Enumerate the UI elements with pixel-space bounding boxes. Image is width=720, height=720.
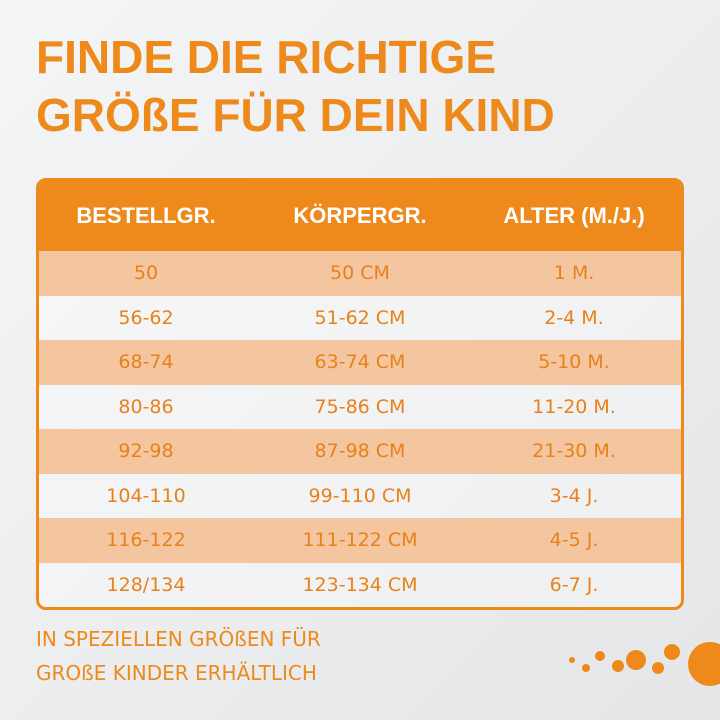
- column-header: BESTELLGR.: [76, 203, 216, 228]
- table-cell: 11-20 M.: [532, 395, 616, 418]
- table-body: 50 50 CM 1 M. 56-62 51-62 CM 2-4 M. 68-74 63-74…: [39, 251, 681, 607]
- size-table: BESTELLGR. KÖRPERGR. ALTER (M./J.) 50 50 CM…: [36, 178, 684, 610]
- table-row: 50 50 CM 1 M.: [39, 251, 681, 296]
- table-cell: 56-62: [118, 306, 174, 329]
- table-row: 116-122 111-122 CM 4-5 J.: [39, 518, 681, 563]
- table-cell: 5-10 M.: [538, 351, 610, 374]
- table-cell: 63-74 CM: [314, 351, 406, 374]
- table-cell: 51-62 CM: [314, 306, 406, 329]
- table-cell: 80-86: [118, 395, 174, 418]
- table-cell: 87-98 CM: [314, 440, 406, 463]
- table-cell: 128/134: [106, 573, 186, 596]
- footer-line: IN SPEZIELLEN GRÖßEN FÜR: [36, 627, 321, 651]
- table-cell: 116-122: [106, 529, 186, 552]
- column-header: ALTER (M./J.): [503, 203, 645, 228]
- decor-dots: [569, 642, 720, 686]
- table-cell: 2-4 M.: [544, 306, 604, 329]
- table-row: 68-74 63-74 CM 5-10 M.: [39, 340, 681, 385]
- table-cell: 1 M.: [553, 262, 595, 285]
- table-row: 104-110 99-110 CM 3-4 J.: [39, 473, 681, 518]
- table-cell: 21-30 M.: [532, 440, 616, 463]
- table-cell: 50: [133, 262, 159, 285]
- table-header: BESTELLGR. KÖRPERGR. ALTER (M./J.): [39, 181, 681, 251]
- table-cell: 4-5 J.: [549, 529, 599, 552]
- table-cell: 99-110 CM: [308, 484, 412, 507]
- table-cell: 104-110: [106, 484, 186, 507]
- table-row: 92-98 87-98 CM 21-30 M.: [39, 429, 681, 474]
- table-cell: 68-74: [118, 351, 174, 374]
- table-cell: 75-86 CM: [314, 395, 406, 418]
- table-cell: 3-4 J.: [549, 484, 599, 507]
- title: FINDE DIE RICHTIGE GRÖßE FÜR DEIN KIND: [36, 28, 555, 144]
- table-cell: 123-134 CM: [302, 573, 418, 596]
- table-row: 80-86 75-86 CM 11-20 M.: [39, 384, 681, 429]
- footer: IN SPEZIELLEN GRÖßEN FÜR GROßE KINDER ER…: [36, 622, 321, 690]
- table-row: 128/134 123-134 CM 6-7 J.: [39, 562, 681, 607]
- title-line: FINDE DIE RICHTIGE: [36, 31, 497, 83]
- table-row: 56-62 51-62 CM 2-4 M.: [39, 295, 681, 340]
- table-cell: 50 CM: [330, 262, 390, 285]
- table-cell: 111-122 CM: [302, 529, 418, 552]
- footer-line: GROßE KINDER ERHÄLTLICH: [36, 661, 317, 685]
- table-cell: 92-98: [118, 440, 174, 463]
- table-cell: 6-7 J.: [549, 573, 599, 596]
- title-line: GRÖßE FÜR DEIN KIND: [36, 89, 555, 141]
- column-header: KÖRPERGR.: [293, 203, 427, 228]
